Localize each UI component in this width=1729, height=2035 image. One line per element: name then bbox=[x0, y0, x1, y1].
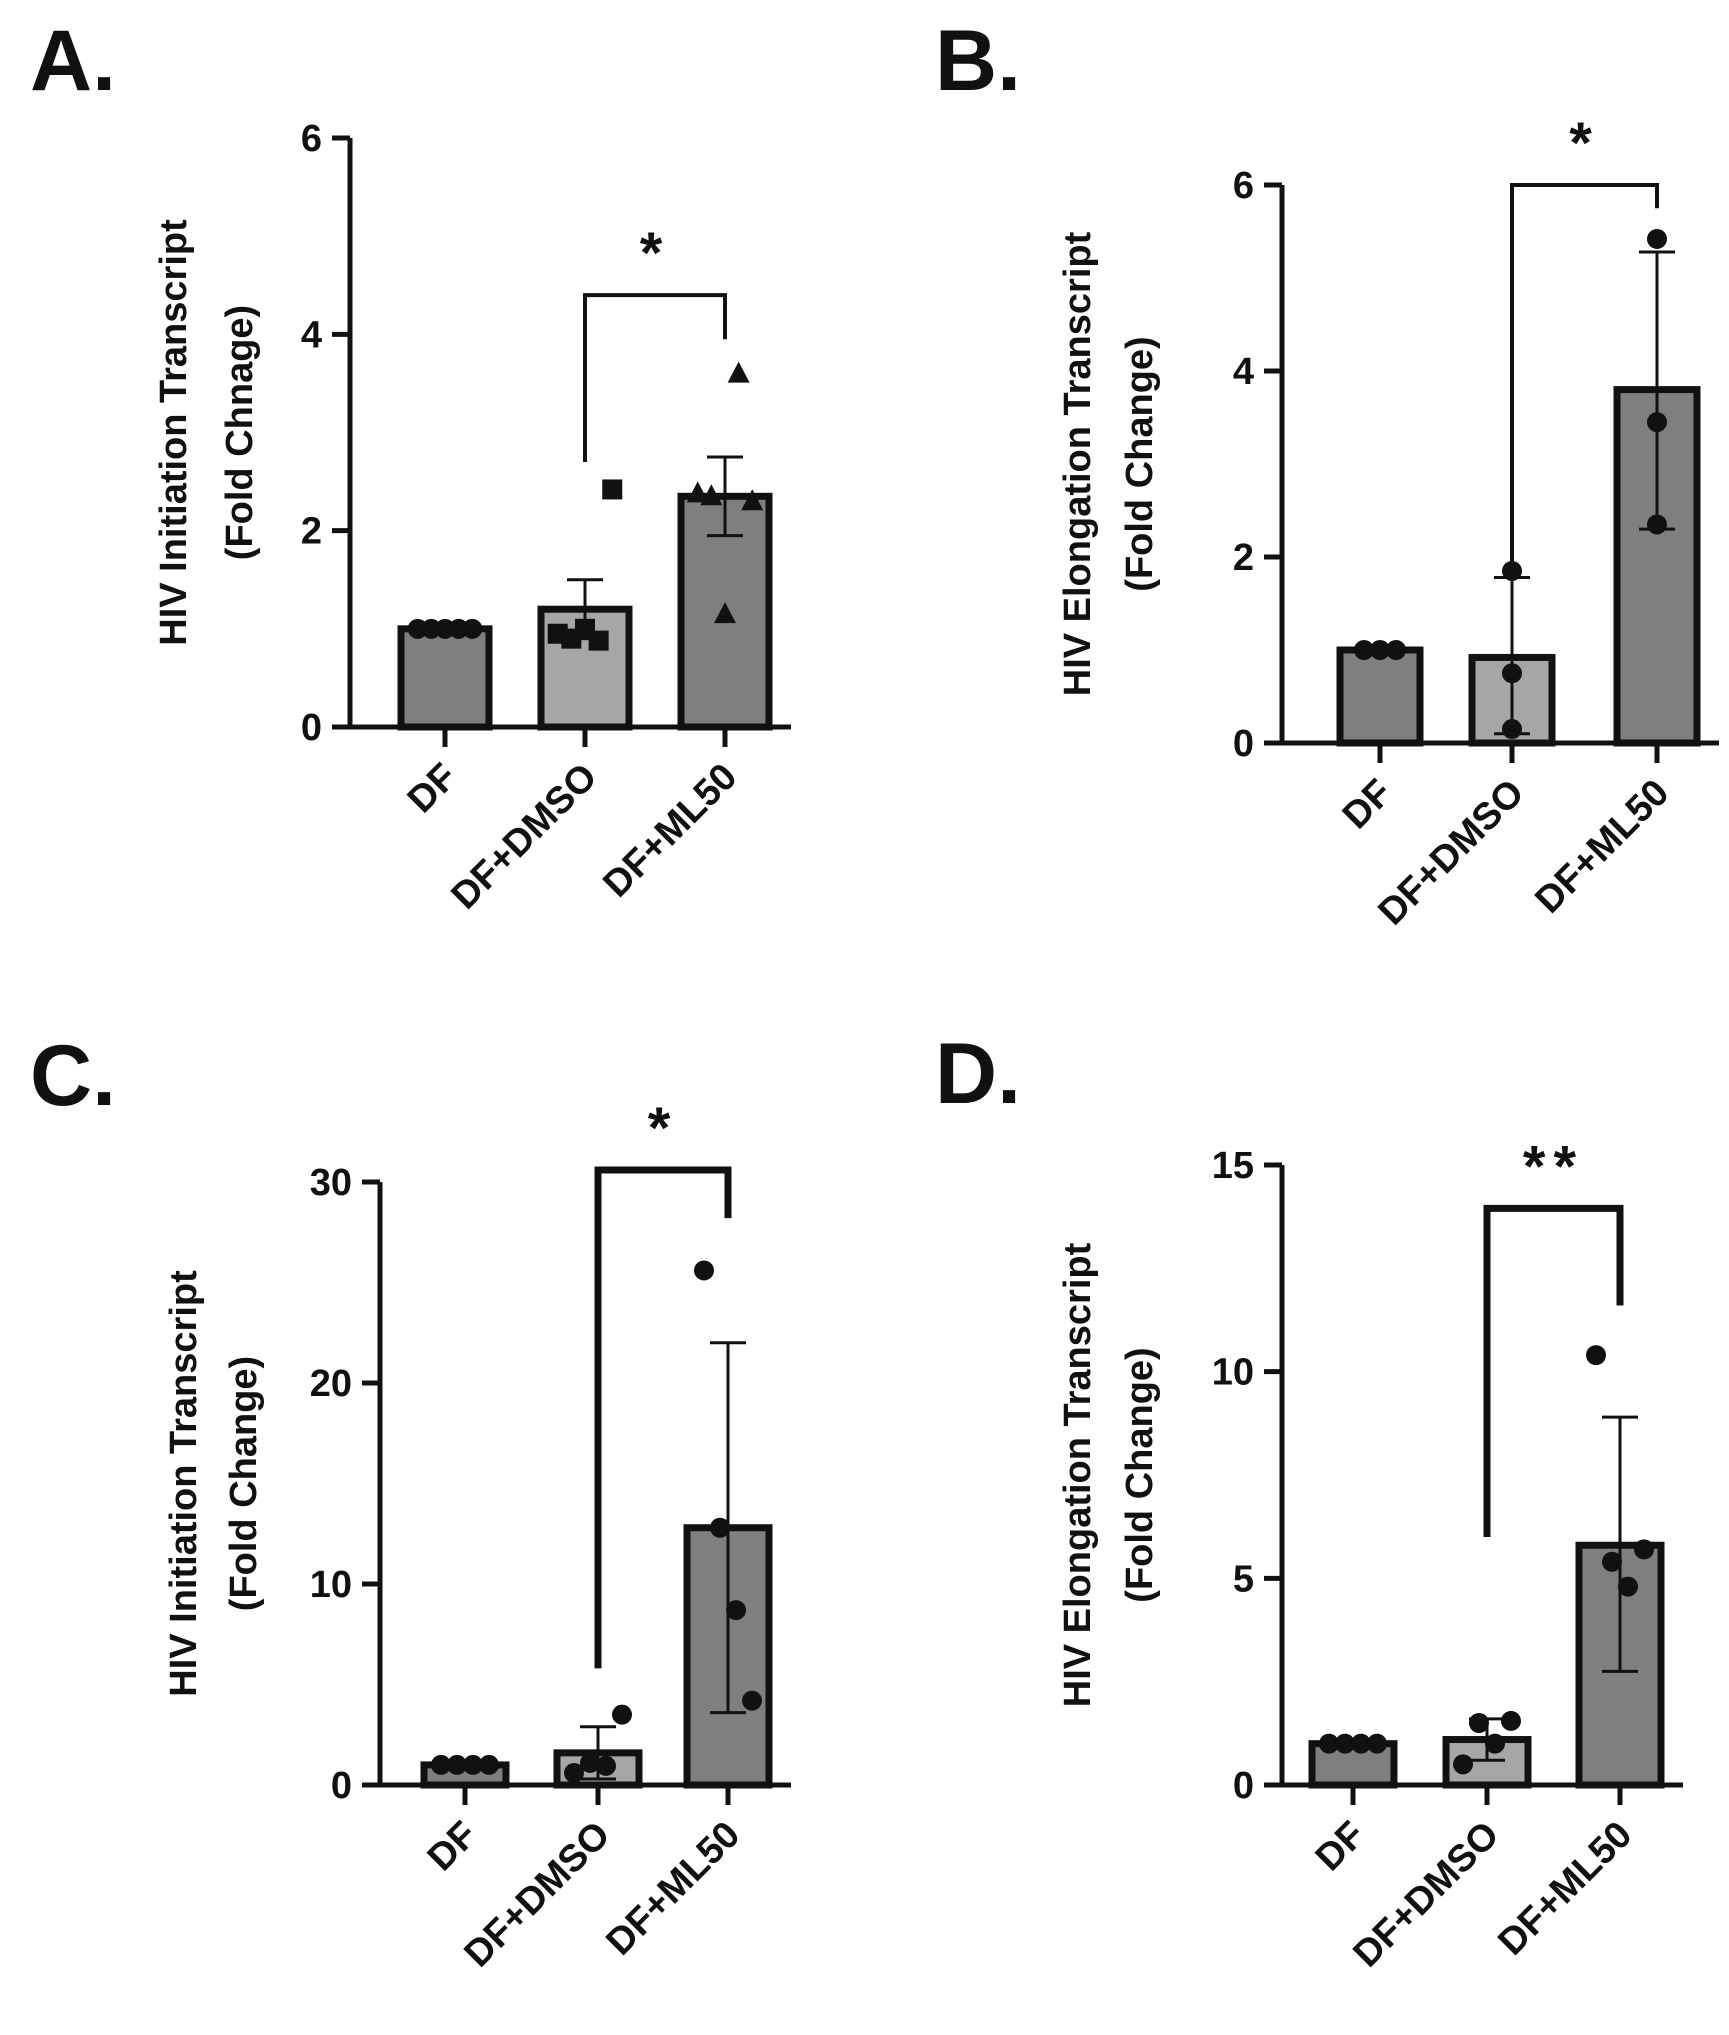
y-tick-label: 15 bbox=[1212, 1145, 1254, 1187]
data-point bbox=[431, 1754, 451, 1775]
x-tick-label: DF+ML50 bbox=[1527, 772, 1677, 922]
data-point bbox=[596, 1755, 616, 1776]
x-tick-label: DF bbox=[420, 1814, 486, 1880]
chart-panel-a: A. HIV Initiation Transcript (Fold Chnage)… bbox=[30, 13, 791, 917]
data-point bbox=[1453, 1754, 1473, 1775]
data-point bbox=[1647, 412, 1667, 433]
x-tick-label: DF bbox=[1335, 772, 1401, 838]
y-axis-label: HIV Elongation Transcript bbox=[1057, 231, 1099, 696]
x-tick-label: DF+DMSO bbox=[457, 1814, 619, 1976]
data-point bbox=[1469, 1713, 1489, 1733]
x-tick-label: DF+ML50 bbox=[595, 756, 745, 906]
data-point bbox=[1386, 640, 1406, 660]
y-tick-label: 10 bbox=[310, 1564, 352, 1606]
panel-letter: B. bbox=[935, 13, 1021, 109]
data-point bbox=[1370, 640, 1390, 660]
data-point bbox=[710, 1517, 730, 1538]
data-point bbox=[1367, 1733, 1387, 1754]
chart-panel-d: D. HIV Elongation Transcript (Fold Change)… bbox=[935, 1026, 1683, 1975]
data-point bbox=[1586, 1345, 1606, 1366]
data-point bbox=[694, 1260, 714, 1281]
data-point bbox=[447, 1754, 467, 1775]
data-point bbox=[742, 1690, 762, 1711]
y-tick-label: 0 bbox=[331, 1765, 352, 1807]
data-point bbox=[612, 1704, 632, 1725]
x-tick-label: DF+DMSO bbox=[444, 756, 606, 918]
y-tick-label: 2 bbox=[1233, 537, 1254, 579]
y-tick-label: 0 bbox=[1233, 1765, 1254, 1807]
y-tick-label: 0 bbox=[301, 707, 322, 749]
y-axis-label: HIV Elongation Transcript bbox=[1057, 1242, 1099, 1707]
y-tick-label: 5 bbox=[1233, 1558, 1254, 1600]
data-point bbox=[726, 1600, 746, 1621]
significance-label: * bbox=[640, 221, 671, 286]
data-point bbox=[588, 630, 609, 651]
significance-bracket bbox=[1483, 1204, 1624, 1537]
data-point bbox=[727, 361, 750, 383]
y-tick-label: 6 bbox=[301, 118, 322, 160]
data-point bbox=[1501, 1710, 1521, 1731]
significance-bracket bbox=[1510, 183, 1659, 562]
data-point bbox=[463, 1754, 483, 1775]
y-axis-label-units: (Fold Change) bbox=[1119, 1347, 1161, 1602]
y-tick-label: 30 bbox=[310, 1162, 352, 1204]
data-point bbox=[602, 479, 623, 500]
x-tick-label: DF+ML50 bbox=[598, 1814, 748, 1964]
significance-label: * bbox=[1569, 111, 1600, 176]
data-point bbox=[1502, 663, 1522, 684]
significance-label: * bbox=[648, 1096, 679, 1161]
data-point bbox=[1502, 719, 1522, 740]
data-point bbox=[1647, 228, 1667, 249]
data-point bbox=[741, 489, 764, 511]
significance-bracket bbox=[594, 1166, 732, 1669]
y-tick-label: 20 bbox=[310, 1363, 352, 1405]
y-axis-label: HIV Initiation Transcript bbox=[153, 219, 195, 646]
x-tick-label: DF+ML50 bbox=[1490, 1814, 1640, 1964]
y-tick-label: 10 bbox=[1212, 1352, 1254, 1394]
data-point bbox=[1335, 1733, 1355, 1754]
data-point bbox=[580, 1752, 600, 1773]
y-tick-label: 2 bbox=[301, 511, 322, 553]
data-point bbox=[1319, 1733, 1339, 1754]
y-tick-label: 4 bbox=[301, 314, 322, 356]
y-tick-label: 4 bbox=[1233, 351, 1254, 393]
data-point bbox=[1634, 1539, 1654, 1560]
x-tick-label: DF+DMSO bbox=[1346, 1814, 1508, 1976]
chart-panel-c: C. HIV Initiation Transcript (Fold Change)… bbox=[30, 1028, 791, 1975]
data-point bbox=[1485, 1733, 1505, 1754]
data-point bbox=[700, 484, 723, 506]
panel-letter: A. bbox=[30, 13, 116, 109]
y-axis-label: HIV Initiation Transcript bbox=[163, 1270, 205, 1697]
data-point bbox=[714, 602, 736, 624]
significance-label: ** bbox=[1523, 1134, 1584, 1199]
bar-df bbox=[397, 625, 493, 731]
x-tick-label: DF bbox=[1308, 1814, 1374, 1880]
data-point bbox=[686, 481, 709, 503]
y-tick-label: 0 bbox=[1233, 723, 1254, 765]
data-point bbox=[1351, 1733, 1371, 1754]
y-axis-label-units: (Fold Chnage) bbox=[219, 305, 261, 560]
panel-letter: C. bbox=[30, 1028, 116, 1124]
data-point bbox=[1618, 1576, 1638, 1597]
y-axis-label-units: (Fold Change) bbox=[223, 1356, 265, 1611]
y-tick-label: 6 bbox=[1233, 165, 1254, 207]
data-point bbox=[479, 1754, 499, 1775]
chart-panel-b: B. HIV Elongation Transcript (Fold Change)… bbox=[935, 13, 1719, 933]
data-point bbox=[462, 618, 483, 639]
data-point bbox=[1647, 514, 1667, 535]
y-axis-label-units: (Fold Change) bbox=[1119, 336, 1161, 591]
data-point bbox=[564, 1762, 584, 1783]
data-point bbox=[1602, 1551, 1622, 1572]
data-point bbox=[1354, 640, 1374, 660]
bar-df bbox=[1336, 646, 1424, 747]
data-point bbox=[1502, 560, 1522, 581]
x-tick-label: DF bbox=[400, 756, 466, 822]
panel-letter: D. bbox=[935, 1026, 1021, 1122]
significance-bracket bbox=[583, 293, 727, 462]
